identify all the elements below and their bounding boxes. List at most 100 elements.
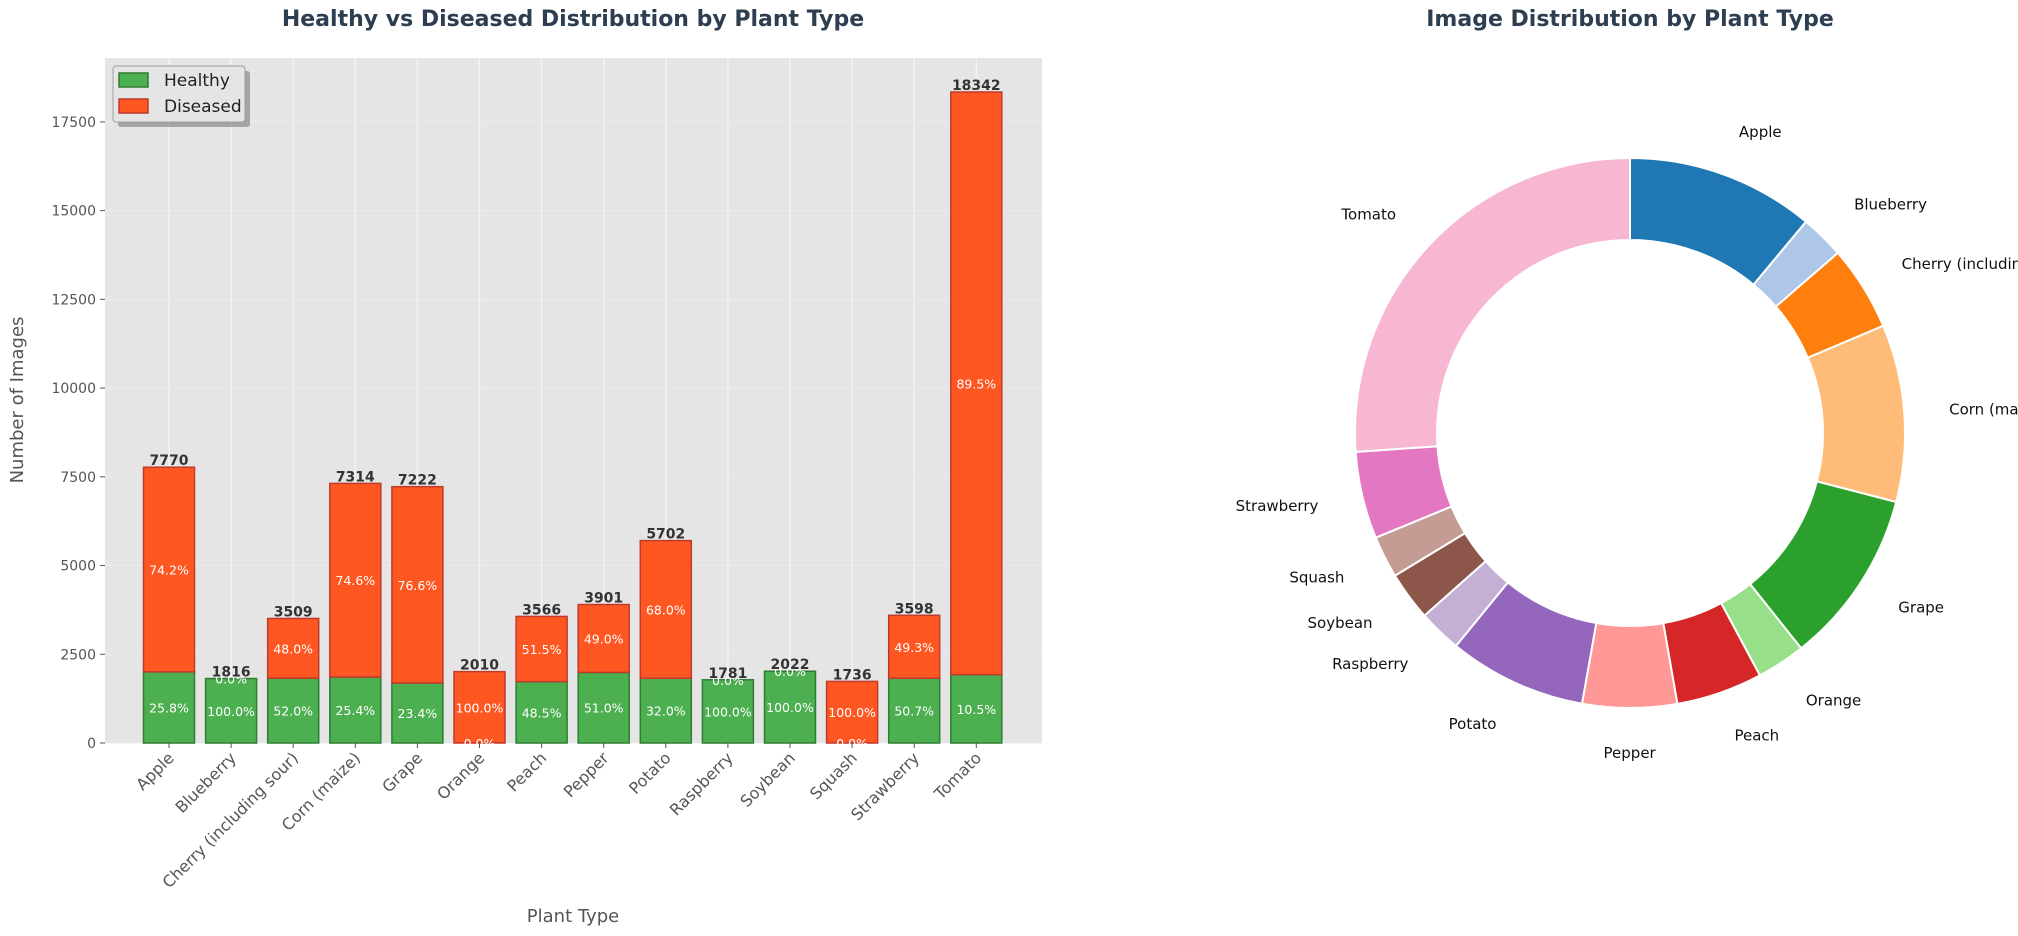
diseased-percent-label: 0.0% xyxy=(774,664,806,679)
diseased-percent-label: 74.2% xyxy=(149,563,189,578)
bar-diseased xyxy=(639,539,693,680)
donut-slice-label: Cherry (including sour) xyxy=(1902,255,2018,273)
x-tick-label: Squash xyxy=(806,748,861,803)
diseased-percent-label: 76.6% xyxy=(398,578,438,593)
bar-total-label: 2022 xyxy=(771,657,810,673)
donut-slice-label: Soybean xyxy=(1308,614,1373,632)
donut-slice-label: Raspberry xyxy=(1332,655,1408,673)
bar-healthy xyxy=(577,671,630,744)
bar-healthy xyxy=(204,677,258,744)
stacked-bar-chart: Healthy vs Diseased Distribution by Plan… xyxy=(7,7,1042,927)
legend-swatch-healthy xyxy=(118,72,149,88)
bar-diseased xyxy=(329,482,382,678)
diseased-percent-label: 0.0% xyxy=(215,672,247,687)
donut-slice xyxy=(1354,156,1631,453)
donut-slice-label: Peach xyxy=(1734,726,1779,744)
y-tick-label: 17500 xyxy=(51,115,96,131)
healthy-percent-label: 52.0% xyxy=(273,704,313,719)
donut-slice-label: Squash xyxy=(1289,568,1344,586)
donut-labels: Apple Blueberry Cherry (including sour) Cor… xyxy=(1236,123,2018,762)
healthy-percent-label: 48.5% xyxy=(522,705,562,720)
donut-slices xyxy=(1354,156,1906,709)
healthy-percent-label: 100.0% xyxy=(766,700,814,715)
bar-healthy xyxy=(887,677,941,744)
bar-plot-area xyxy=(105,58,1042,743)
x-tick-label: Peach xyxy=(503,748,550,795)
bar-healthy xyxy=(515,680,568,744)
x-tick-label: Potato xyxy=(625,748,675,798)
bar-total-label: 2010 xyxy=(460,658,499,674)
healthy-percent-label: 50.7% xyxy=(894,704,934,719)
bar-chart-title: Healthy vs Diseased Distribution by Plan… xyxy=(282,7,864,32)
bar-diseased xyxy=(515,615,568,683)
y-tick-label: 2500 xyxy=(60,647,96,663)
bar-healthy xyxy=(329,676,382,744)
bar-y-axis-ticks: 0 2500 5000 7500 10000 12500 15000 17500 xyxy=(51,115,105,752)
donut-slice-label: Pepper xyxy=(1604,744,1657,762)
legend-label-diseased: Diseased xyxy=(164,97,242,117)
donut-slice xyxy=(1806,324,1906,504)
diseased-percent-label: 51.5% xyxy=(522,642,562,657)
bar-diseased xyxy=(825,680,879,744)
healthy-percent-label: 23.4% xyxy=(398,706,438,721)
donut-chart: Image Distribution by Plant Type Apple Bl… xyxy=(1236,7,2018,762)
x-tick-label: Pepper xyxy=(560,748,613,801)
healthy-percent-label: 32.0% xyxy=(646,704,686,719)
bar-diseased xyxy=(391,485,444,684)
y-tick-label: 5000 xyxy=(60,559,96,575)
donut-slice-label: Strawberry xyxy=(1236,497,1319,515)
bar-healthy xyxy=(142,671,196,744)
healthy-percent-label: 10.5% xyxy=(956,702,996,717)
legend-label-healthy: Healthy xyxy=(164,71,230,91)
bar-diseased xyxy=(950,91,1003,676)
x-tick-label: Tomato xyxy=(930,748,985,803)
bar-total-label: 3598 xyxy=(895,601,934,617)
bar-y-axis-label: Number of Images xyxy=(7,317,28,484)
healthy-percent-label: 25.4% xyxy=(335,703,375,718)
healthy-percent-label: 100.0% xyxy=(207,704,255,719)
y-tick-label: 0 xyxy=(87,736,96,752)
donut-slice-label: Grape xyxy=(1898,598,1944,616)
bar-diseased xyxy=(887,614,941,680)
bar-total-label: 1816 xyxy=(212,665,251,681)
y-tick-label: 15000 xyxy=(51,204,96,220)
bar-total-label: 1781 xyxy=(708,666,747,682)
donut-slice-label: Potato xyxy=(1449,715,1497,733)
healthy-percent-label: 100.0% xyxy=(704,704,752,719)
donut-slice-label: Blueberry xyxy=(1854,196,1927,214)
bar-healthy xyxy=(950,673,1003,744)
donut-slice-label: Tomato xyxy=(1340,206,1396,224)
bar-diseased xyxy=(142,466,196,673)
healthy-percent-label: 25.8% xyxy=(149,700,189,715)
legend-swatch-diseased xyxy=(118,98,149,114)
bar-total-label: 3566 xyxy=(522,602,561,618)
diseased-percent-label: 89.5% xyxy=(956,376,996,391)
x-tick-label: Grape xyxy=(378,748,426,796)
bar-total-label: 5702 xyxy=(646,527,685,543)
diseased-percent-label: 0.0% xyxy=(712,673,744,688)
diseased-percent-label: 49.3% xyxy=(894,640,934,655)
bar-total-label: 1736 xyxy=(833,667,872,683)
diseased-percent-label: 74.6% xyxy=(335,573,375,588)
donut-slice xyxy=(1580,621,1679,709)
bar-total-label: 3509 xyxy=(274,604,313,620)
bar-diseased xyxy=(577,603,630,674)
x-tick-label: Soybean xyxy=(736,748,798,810)
donut-slice-label: Corn (maize) xyxy=(1949,401,2018,419)
diseased-percent-label: 49.0% xyxy=(584,631,624,646)
bar-total-label: 7222 xyxy=(398,473,437,489)
pie-chart-title: Image Distribution by Plant Type xyxy=(1426,7,1834,32)
bar-legend: Healthy Diseased xyxy=(112,65,250,127)
diseased-percent-label: 100.0% xyxy=(828,705,876,720)
bar-total-label: 3901 xyxy=(584,591,623,607)
diseased-percent-label: 100.0% xyxy=(456,700,504,715)
donut-slice-label: Orange xyxy=(1806,691,1861,709)
y-tick-label: 12500 xyxy=(51,292,96,308)
bar-total-label: 7314 xyxy=(336,469,375,485)
x-tick-label: Raspberry xyxy=(666,748,737,819)
y-tick-label: 10000 xyxy=(51,381,96,397)
diseased-percent-label: 68.0% xyxy=(646,602,686,617)
donut-slice-label: Apple xyxy=(1739,123,1782,141)
